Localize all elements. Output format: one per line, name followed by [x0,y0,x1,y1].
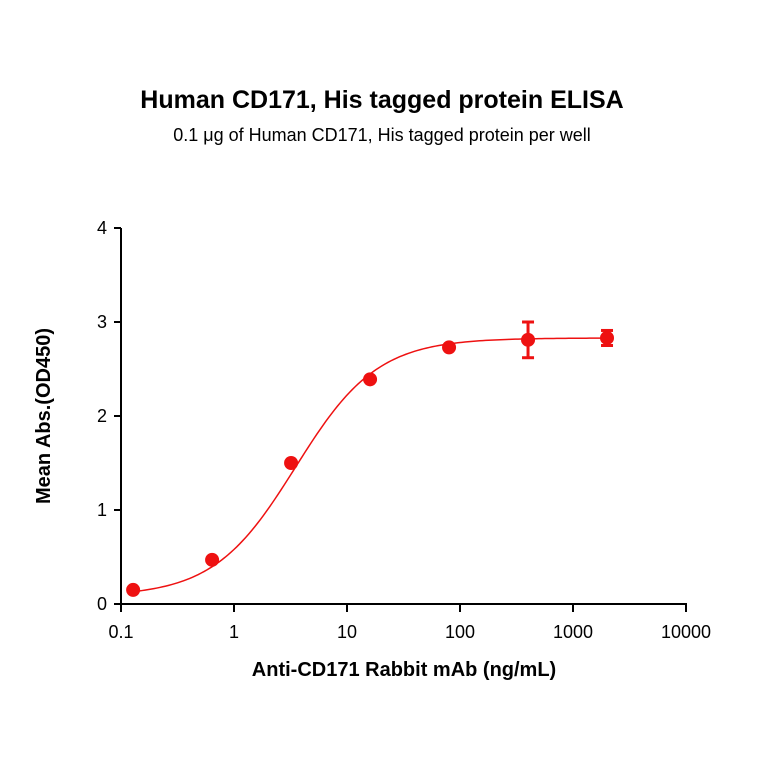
y-tick-label: 0 [97,594,107,614]
y-tick-label: 3 [97,312,107,332]
x-tick-label: 1 [229,622,239,642]
y-axis-label: Mean Abs.(OD450) [33,328,55,504]
data-point [600,330,615,345]
axes [120,228,687,605]
x-tick-label: 100 [445,622,475,642]
chart-subtitle: 0.1 μg of Human CD171, His tagged protei… [173,125,591,145]
data-point [521,332,536,347]
x-tick-label: 0.1 [108,622,133,642]
error-bar-group [522,320,614,360]
x-tick-label: 10 [337,622,357,642]
y-tick-label: 4 [97,218,107,238]
tick-group: 0 1 2 3 4 0.1 1 10 100 1000 10000 [97,218,711,642]
data-point [284,456,299,470]
y-tick-label: 2 [97,406,107,426]
x-tick-label: 10000 [661,622,711,642]
data-point-group [126,330,615,597]
data-point [205,552,220,567]
data-point [363,372,378,387]
data-point [442,340,457,355]
data-point [126,582,141,597]
x-tick-label: 1000 [553,622,593,642]
y-tick-label: 1 [97,500,107,520]
chart-title: Human CD171, His tagged protein ELISA [140,86,624,114]
x-axis-label: Anti-CD171 Rabbit mAb (ng/mL) [252,659,556,681]
